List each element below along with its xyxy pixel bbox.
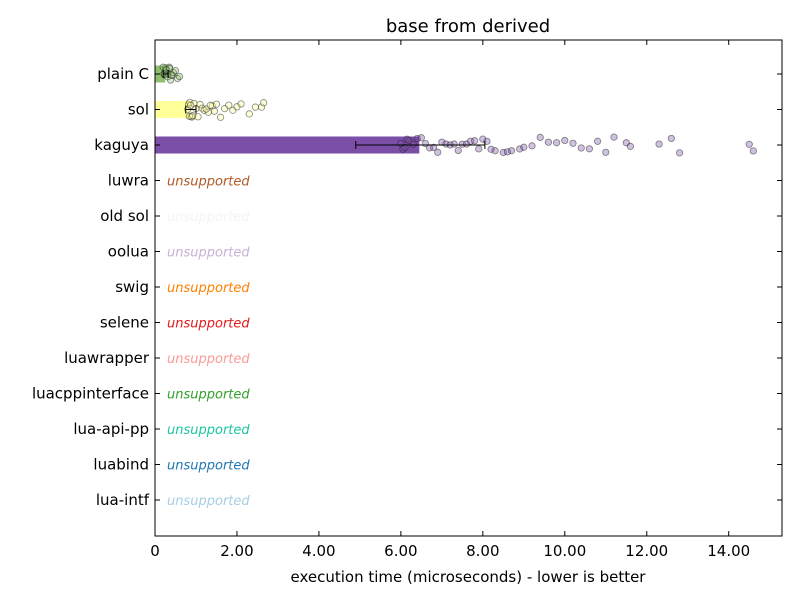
sample-point <box>544 138 553 146</box>
sample-point <box>216 113 225 121</box>
sample-point <box>417 134 425 142</box>
y-tick-label: sol <box>128 101 149 119</box>
y-tick-label: lua-intf <box>96 491 150 509</box>
sample-point <box>745 140 753 148</box>
sample-point <box>536 133 544 141</box>
sample-point <box>245 110 253 118</box>
sample-point <box>173 74 182 83</box>
sample-point <box>516 145 524 153</box>
sample-point <box>503 148 512 156</box>
bar-plain-C <box>155 65 166 83</box>
x-tick-label: 14.00 <box>707 542 750 560</box>
sample-point <box>479 135 487 143</box>
y-tick-label: selene <box>100 314 149 332</box>
sample-point <box>528 142 536 150</box>
y-tick-label: kaguya <box>94 136 149 154</box>
sample-point <box>189 112 197 120</box>
x-tick-label: 6.00 <box>384 542 417 560</box>
sample-point <box>471 137 479 145</box>
y-tick-label: luawrapper <box>64 349 150 367</box>
sample-point <box>553 139 561 147</box>
sample-point <box>626 142 634 150</box>
sample-point <box>450 140 458 148</box>
sample-point <box>561 136 569 145</box>
sample-point <box>237 100 245 108</box>
y-tick-label: lua-api-pp <box>73 420 149 438</box>
unsupported-label: unsupported <box>167 494 250 509</box>
sample-point <box>430 143 438 151</box>
sample-point <box>675 149 684 157</box>
sample-point <box>454 146 462 155</box>
unsupported-label: unsupported <box>167 281 250 296</box>
unsupported-label: unsupported <box>167 388 250 403</box>
sample-point <box>401 143 409 152</box>
sample-point <box>520 143 528 151</box>
plot-frame <box>154 39 783 537</box>
unsupported-label: unsupported <box>167 352 250 367</box>
x-tick-label: 12.00 <box>625 542 668 560</box>
sample-point <box>507 147 516 155</box>
sample-point <box>196 100 204 109</box>
sample-point <box>257 103 266 111</box>
x-tick-label: 2.00 <box>220 542 253 560</box>
sample-point <box>212 100 221 108</box>
chart-title: base from derived <box>386 16 550 37</box>
unsupported-label: unsupported <box>167 423 250 438</box>
unsupported-label: unsupported <box>167 459 250 474</box>
sample-point <box>206 101 214 109</box>
sample-point <box>225 101 233 109</box>
x-tick-label: 8.00 <box>466 542 499 560</box>
y-tick-label: luwra <box>108 172 149 190</box>
sample-point <box>434 148 442 156</box>
y-tick-label: old sol <box>100 207 149 225</box>
y-tick-label: swig <box>115 278 149 296</box>
sample-point <box>655 140 663 148</box>
x-tick-label: 0 <box>150 542 160 560</box>
sample-point <box>585 145 593 153</box>
sample-point <box>167 71 175 79</box>
sample-point <box>259 99 268 107</box>
sample-point <box>569 139 577 147</box>
bar-sol <box>155 101 190 118</box>
x-tick-label: 10.00 <box>543 542 586 560</box>
y-tick-label: plain C <box>97 65 149 83</box>
sample-point <box>667 134 675 143</box>
sample-point <box>475 145 483 153</box>
sample-point <box>187 101 195 109</box>
y-tick-label: luabind <box>93 456 149 474</box>
unsupported-label: unsupported <box>167 175 250 190</box>
x-axis-label: execution time (microseconds) - lower is… <box>291 568 647 586</box>
sample-point <box>175 72 184 81</box>
sample-point <box>593 137 602 145</box>
y-tick-label: oolua <box>108 243 149 261</box>
unsupported-label: unsupported <box>167 317 250 332</box>
sample-point <box>166 64 174 73</box>
bar-kaguya <box>155 136 420 154</box>
sample-point <box>210 107 219 115</box>
x-tick-label: 4.00 <box>302 542 335 560</box>
unsupported-label: unsupported <box>167 210 250 225</box>
sample-point <box>577 144 585 152</box>
sample-point <box>251 103 260 111</box>
y-tick-label: luacppinterface <box>32 385 149 403</box>
sample-point <box>194 113 202 121</box>
plot-area: unsupported unsupported unsupported unsuppo… <box>155 63 757 509</box>
sample-point <box>749 147 757 155</box>
sample-point <box>610 133 618 141</box>
sample-point <box>487 145 495 153</box>
unsupported-label: unsupported <box>167 246 250 261</box>
sample-point <box>491 147 499 155</box>
sample-point <box>409 140 417 148</box>
sample-point <box>602 148 610 156</box>
